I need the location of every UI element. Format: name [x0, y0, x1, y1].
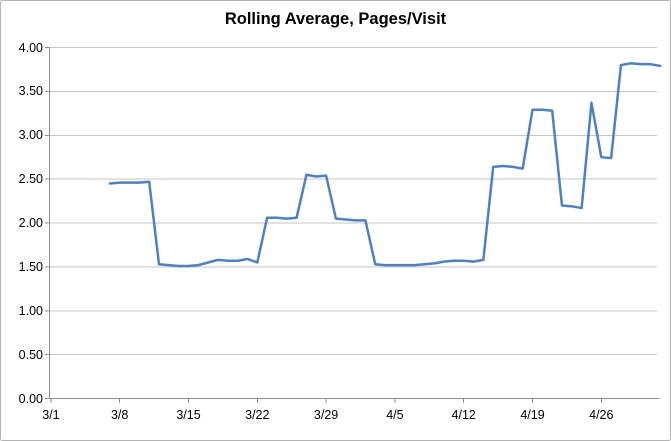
y-axis-label: 2.50 — [18, 172, 43, 187]
x-axis-label: 3/22 — [245, 407, 270, 422]
x-axis-label: 3/29 — [313, 407, 339, 422]
x-axis-label: 4/12 — [451, 407, 476, 422]
y-axis-label: 1.50 — [18, 259, 43, 274]
x-axis-label: 4/19 — [520, 407, 545, 422]
y-axis-label: 1.00 — [18, 303, 43, 318]
rolling-average-line-series — [108, 62, 662, 268]
y-axis-label: 0.50 — [18, 347, 43, 362]
x-axis-label: 3/1 — [42, 407, 60, 422]
x-axis-label: 3/15 — [176, 407, 201, 422]
x-axis-label: 4/26 — [589, 407, 614, 422]
y-axis-label: 3.00 — [18, 128, 43, 143]
x-axis-label: 4/5 — [386, 407, 404, 422]
chart-title: Rolling Average, Pages/Visit — [224, 10, 447, 28]
x-axis-label: 3/8 — [110, 407, 129, 422]
y-axis-label: 0.00 — [18, 391, 43, 406]
y-axis-label: 3.50 — [18, 84, 43, 99]
y-axis-label: 2.00 — [18, 216, 43, 230]
y-axis-label: 4.00 — [18, 40, 43, 55]
